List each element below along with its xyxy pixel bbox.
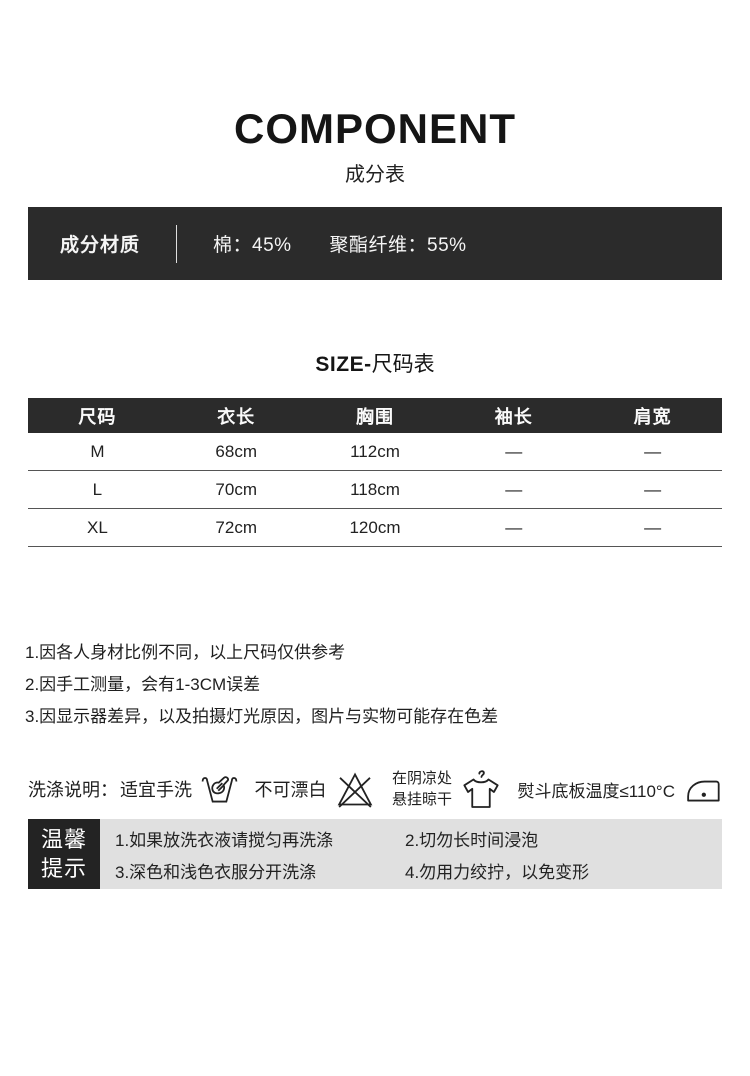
material-label: 成分材质 xyxy=(60,235,141,257)
care-item-iron: 熨斗底板温度≤110°C xyxy=(517,774,722,804)
care-text: 熨斗底板温度≤110°C xyxy=(517,781,675,801)
size-section-title: SIZE-尺码表 xyxy=(0,352,750,378)
size-table-header-row: 尺码 衣长 胸围 袖长 肩宽 xyxy=(28,398,722,434)
note-item: 1.因各人身材比例不同，以上尺码仅供参考 xyxy=(25,643,346,663)
table-row: L 70cm 118cm — — xyxy=(28,471,722,510)
product-care-page: COMPONENT 成分表 成分材质 棉：45% 聚酯纤维：55% SIZE-尺… xyxy=(0,105,750,1076)
cell-chest: 112cm xyxy=(350,441,400,461)
cell-chest: 120cm xyxy=(349,517,401,537)
tips-item: 3.深色和浅色衣服分开洗涤 xyxy=(115,862,317,882)
column-header-shoulder: 肩宽 xyxy=(633,406,672,427)
hang-dry-icon xyxy=(463,770,499,808)
iron-icon xyxy=(687,781,720,802)
care-text: 在阴凉处 悬挂晾干 xyxy=(392,768,452,812)
care-text-line1: 在阴凉处 xyxy=(391,769,452,787)
care-item-no-bleach: 不可漂白 xyxy=(254,771,375,808)
size-heading-en: SIZE- xyxy=(315,353,372,377)
cell-sleeve: — xyxy=(505,441,523,461)
care-text: 适宜手洗 xyxy=(120,780,192,801)
page-title: COMPONENT xyxy=(234,105,516,152)
tips-item: 2.切勿长时间浸泡 xyxy=(405,830,539,850)
cell-size: M xyxy=(90,441,105,461)
note-item: 3.因显示器差异，以及拍摄灯光原因，图片与实物可能存在色差 xyxy=(25,707,499,727)
cell-length: 72cm xyxy=(215,517,257,537)
tips-item: 4.勿用力绞拧，以免变形 xyxy=(405,862,590,882)
table-row: M 68cm 112cm — — xyxy=(28,433,722,472)
note-item: 2.因手工测量，会有1-3CM误差 xyxy=(25,675,261,695)
column-header-sleeve: 袖长 xyxy=(494,406,533,427)
tips-content: 1.如果放洗衣液请搅匀再洗涤 2.切勿长时间浸泡 3.深色和浅色衣服分开洗涤 4… xyxy=(100,819,722,890)
care-instructions-row: 洗涤说明： 适宜手洗 不可漂白 在阴凉处 悬挂晾干 xyxy=(28,765,722,813)
hand-wash-icon xyxy=(201,776,238,803)
cell-sleeve: — xyxy=(505,479,523,499)
column-header-size: 尺码 xyxy=(78,406,117,427)
tips-label: 温馨 提示 xyxy=(28,819,100,890)
size-notes-list: 1.因各人身材比例不同，以上尺码仅供参考 2.因手工测量，会有1-3CM误差 3… xyxy=(25,637,750,733)
table-row: XL 72cm 120cm — — xyxy=(28,509,722,548)
size-table: 尺码 衣长 胸围 袖长 肩宽 M 68cm 112cm — — L 70cm 1… xyxy=(28,398,722,548)
vertical-divider xyxy=(176,224,178,263)
no-bleach-icon xyxy=(338,772,373,808)
tips-box: 温馨 提示 1.如果放洗衣液请搅匀再洗涤 2.切勿长时间浸泡 3.深色和浅色衣服… xyxy=(28,819,722,890)
column-header-chest: 胸围 xyxy=(355,406,394,427)
cell-chest: 118cm xyxy=(350,479,400,499)
cell-size: L xyxy=(92,479,103,499)
cell-shoulder: — xyxy=(644,441,662,461)
material-item-polyester: 聚酯纤维：55% xyxy=(329,235,467,257)
care-label: 洗涤说明： xyxy=(28,780,118,801)
tips-label-line2: 提示 xyxy=(40,856,87,882)
page-subtitle: 成分表 xyxy=(345,164,405,187)
cell-length: 70cm xyxy=(215,479,257,499)
care-item-hand-wash: 洗涤说明： 适宜手洗 xyxy=(28,773,238,806)
material-composition-bar: 成分材质 棉：45% 聚酯纤维：55% xyxy=(28,207,722,281)
cell-shoulder: — xyxy=(644,479,662,499)
cell-size: XL xyxy=(87,517,108,537)
cell-sleeve: — xyxy=(505,517,523,537)
size-heading-cn: 尺码表 xyxy=(371,353,435,377)
care-item-hang-dry: 在阴凉处 悬挂晾干 xyxy=(392,768,501,812)
cell-length: 68cm xyxy=(215,441,257,461)
care-text-line2: 悬挂晾干 xyxy=(391,791,452,809)
column-header-length: 衣长 xyxy=(217,406,256,427)
tips-label-line1: 温馨 xyxy=(40,827,87,853)
care-text: 不可漂白 xyxy=(254,780,327,801)
cell-shoulder: — xyxy=(644,517,662,537)
tips-item: 1.如果放洗衣液请搅匀再洗涤 xyxy=(115,830,334,850)
material-item-cotton: 棉：45% xyxy=(213,235,292,257)
